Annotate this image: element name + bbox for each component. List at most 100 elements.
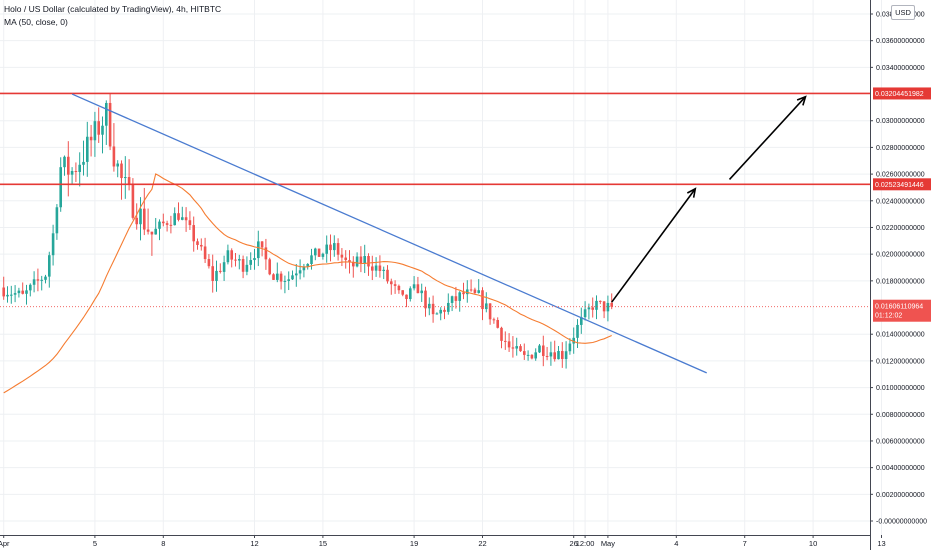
candle xyxy=(595,295,598,320)
candle-body xyxy=(131,183,135,218)
candle xyxy=(146,208,150,235)
candle xyxy=(154,217,157,235)
candle-body xyxy=(21,290,24,294)
candle xyxy=(382,266,385,280)
candle xyxy=(405,294,408,308)
candle xyxy=(116,160,119,178)
candle xyxy=(32,271,36,293)
candle xyxy=(21,282,24,295)
candle-body xyxy=(17,290,21,294)
ma-indicator-label[interactable]: MA (50, close, 0) xyxy=(4,17,68,27)
candle-body xyxy=(416,284,420,294)
candle-body xyxy=(82,161,85,165)
candle xyxy=(371,255,374,281)
candle-body xyxy=(485,303,488,310)
candle xyxy=(374,257,378,277)
y-tick-label: 0.02800000000 xyxy=(876,145,925,152)
candle-body xyxy=(241,259,245,272)
candle-body xyxy=(13,293,17,295)
trendline[interactable] xyxy=(71,93,707,374)
currency-button[interactable]: USD xyxy=(891,5,915,20)
candle xyxy=(564,341,568,369)
candle xyxy=(127,159,131,191)
candle-body xyxy=(519,346,522,352)
candle-body xyxy=(595,300,598,310)
candle xyxy=(135,203,138,230)
x-tick-label: 7 xyxy=(743,539,747,548)
candle xyxy=(534,348,537,361)
candle xyxy=(606,295,610,322)
candle xyxy=(492,317,496,324)
candle xyxy=(93,111,97,157)
candle-body xyxy=(215,270,218,281)
projection-arrow[interactable] xyxy=(728,95,807,180)
candle-body xyxy=(257,241,260,259)
candle-body xyxy=(203,246,207,260)
candle-body xyxy=(439,309,442,314)
candle-body xyxy=(25,290,28,294)
candle-body xyxy=(606,302,610,312)
candle xyxy=(17,287,21,298)
candle-body xyxy=(279,273,283,282)
candle xyxy=(169,215,173,234)
candle-body xyxy=(306,263,309,267)
candle xyxy=(340,248,344,267)
candle-body xyxy=(207,259,211,267)
candle xyxy=(481,287,484,321)
candle-body xyxy=(150,231,154,235)
candle-body xyxy=(329,244,332,251)
candle-body xyxy=(51,233,55,256)
candle xyxy=(549,341,553,366)
candle xyxy=(496,317,499,329)
candle-body xyxy=(222,262,226,272)
candle xyxy=(268,257,271,276)
candle xyxy=(295,263,298,287)
candle-body xyxy=(583,309,587,318)
candle xyxy=(291,270,294,281)
candle xyxy=(390,278,393,295)
candle xyxy=(519,344,522,352)
candle xyxy=(143,187,146,236)
candle-body xyxy=(169,224,173,226)
candle-body xyxy=(146,229,150,232)
y-tick-label: 0.01400000000 xyxy=(876,332,925,339)
candle-body xyxy=(386,269,389,282)
x-tick-label: May xyxy=(601,539,615,548)
projection-arrow[interactable] xyxy=(611,187,697,303)
candle xyxy=(504,331,507,350)
ma-line[interactable] xyxy=(3,173,612,394)
candle-body xyxy=(568,343,572,352)
candle-body xyxy=(469,289,473,291)
candle xyxy=(200,238,203,251)
candle-body xyxy=(599,300,602,302)
candle xyxy=(557,345,560,360)
candle-body xyxy=(317,248,321,257)
candle-body xyxy=(36,279,40,281)
candle xyxy=(568,338,572,355)
current-price-tag xyxy=(873,299,931,322)
candle-body xyxy=(443,309,446,312)
countdown-label: 01:12:02 xyxy=(875,313,902,320)
candle-body xyxy=(226,250,230,263)
candle-body xyxy=(173,213,176,226)
candle-body xyxy=(70,171,74,175)
y-axis[interactable]: -0.00000000000 0.00200000000 0.00400000000… xyxy=(870,12,927,526)
candle-body xyxy=(298,270,302,274)
candle xyxy=(386,265,389,284)
candle-body xyxy=(184,217,188,221)
candle xyxy=(36,268,40,292)
candle xyxy=(317,248,321,257)
candle-body xyxy=(295,273,298,276)
candle xyxy=(359,246,363,273)
candle-body xyxy=(200,244,203,247)
candle xyxy=(6,286,9,303)
candle xyxy=(177,202,180,222)
candle-body xyxy=(553,352,556,360)
candle xyxy=(462,282,465,300)
candle xyxy=(215,260,218,292)
candle-body xyxy=(105,102,108,126)
candle-body xyxy=(310,255,313,264)
candle xyxy=(302,263,306,278)
